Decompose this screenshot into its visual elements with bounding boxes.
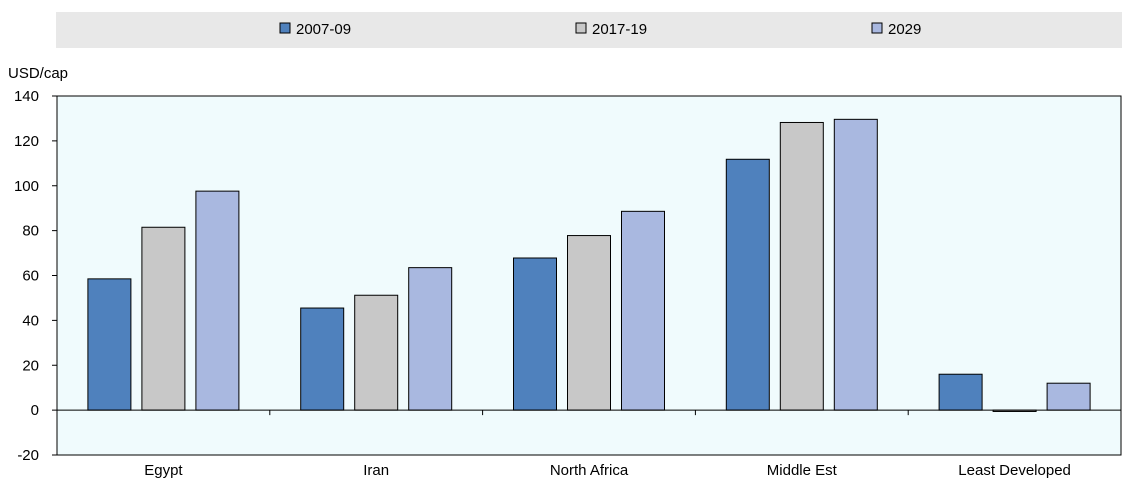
y-tick-label: 40 [22,312,39,329]
y-tick-label: 140 [14,88,39,105]
y-tick-label: -20 [17,447,39,464]
bar [141,226,186,411]
x-tick-label: North Africa [550,462,629,479]
legend: 2007-09 2017-19 2029 [279,21,921,38]
x-tick-label: Least Developed [958,462,1071,479]
legend-swatch [279,22,291,34]
bar [725,158,770,411]
y-tick-label: 120 [14,133,39,150]
bar [195,190,240,411]
legend-swatch [575,22,587,34]
bar [300,307,345,411]
x-tick-label: Iran [363,462,389,479]
y-tick-label: 60 [22,268,39,285]
bar [938,373,983,411]
bar [833,118,878,411]
bar [87,278,132,411]
y-axis-label: USD/cap [8,65,68,82]
bar [567,235,611,411]
bars [87,118,1091,412]
y-tick-label: 0 [31,402,39,419]
bar [779,121,824,411]
y-axis: -20 0 20 40 60 80 100 120 140 [14,88,57,464]
legend-label: 2029 [888,21,921,38]
y-tick-label: 20 [22,357,39,374]
bar [513,257,557,411]
y-tick-label: 100 [14,178,39,195]
legend-label: 2017-19 [592,21,647,38]
legend-swatch [871,22,883,34]
bar [1046,382,1091,411]
bar [408,267,453,411]
legend-label: 2007-09 [296,21,351,38]
bar [621,210,665,411]
x-tick-label: Middle Est [767,462,838,479]
x-tick-label: Egypt [144,462,183,479]
y-tick-label: 80 [22,223,39,240]
bar [354,294,399,411]
x-axis: Egypt Iran North Africa Middle Est Least Dev… [144,410,1071,479]
legend-band [56,12,1122,48]
